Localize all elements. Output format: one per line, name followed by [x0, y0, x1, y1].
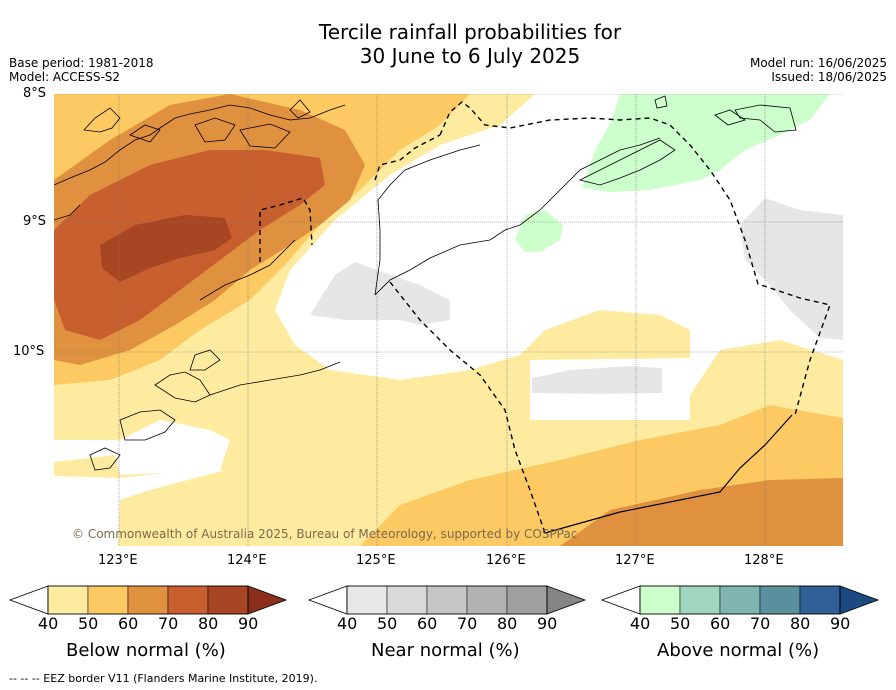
colorbar-below-min-arrow: [8, 585, 49, 615]
eez-border-solid: [544, 414, 793, 534]
model-name: Model: ACCESS-S2: [9, 70, 121, 84]
lon-label-124e: 124°E: [227, 553, 267, 568]
colorbar-above-segment-4: [799, 585, 841, 615]
base-period: Base period: 1981-2018: [9, 56, 154, 70]
colorbar-above-tick-70: 70: [750, 614, 771, 633]
above-normal-patch-1: [582, 94, 830, 192]
lon-label-123e: 123°E: [98, 553, 138, 568]
colorbar-above-tick-80: 80: [790, 614, 811, 633]
colorbar-near-tick-90: 90: [537, 614, 558, 633]
lon-label-126e: 126°E: [486, 553, 526, 568]
title-line-1: Tercile rainfall probabilities for: [318, 20, 622, 44]
near-normal-patch-1: [310, 262, 450, 325]
colorbar-above-segment-0: [639, 585, 681, 615]
meta-right: Model run: 16/06/2025 Issued: 18/06/2025: [750, 56, 887, 84]
colorbar-near-tick-40: 40: [337, 614, 358, 633]
colorbar-above-tick-60: 60: [710, 614, 731, 633]
colorbars: [8, 585, 880, 615]
colorbar-near-segment-3: [466, 585, 508, 615]
colorbar-below-tick-40: 40: [38, 614, 59, 633]
lat-label-10s: 10°S: [13, 344, 45, 359]
map-fill-layer: [54, 94, 843, 546]
colorbar-title-below: Below normal (%): [66, 640, 226, 661]
colorbar-below-max-arrow: [247, 585, 288, 615]
colorbar-above-segment-3: [759, 585, 801, 615]
colorbar-near-segment-1: [386, 585, 428, 615]
title-line-2: 30 June to 6 July 2025: [359, 44, 581, 68]
colorbar-above-segment-1: [679, 585, 721, 615]
lon-label-127e: 127°E: [615, 553, 655, 568]
colorbar-below-tick-70: 70: [158, 614, 179, 633]
coastlines: [54, 95, 797, 471]
colorbar-above-tick-50: 50: [670, 614, 691, 633]
colorbar-below-segment-2: [127, 585, 169, 615]
colorbar-title-near: Near normal (%): [371, 640, 520, 661]
colorbar-near-segment-0: [346, 585, 388, 615]
colorbar-below-tick-50: 50: [78, 614, 99, 633]
above-normal-patch-2: [515, 210, 563, 252]
colorbar-near-tick-50: 50: [377, 614, 398, 633]
colorbar-above-max-arrow: [839, 585, 880, 615]
colorbar-above-tick-90: 90: [830, 614, 851, 633]
colorbar-near-tick-80: 80: [497, 614, 518, 633]
colorbar-below-tick-80: 80: [198, 614, 219, 633]
near-normal-patch-2: [532, 366, 662, 394]
model-run: Model run: 16/06/2025: [749, 56, 887, 70]
meta-left: Base period: 1981-2018 Model: ACCESS-S2: [9, 56, 154, 84]
colorbar-near-tick-70: 70: [457, 614, 478, 633]
colorbar-near-max-arrow: [546, 585, 587, 615]
colorbar-title-above: Above normal (%): [657, 640, 820, 661]
gridlines: [54, 94, 843, 546]
copyright-notice: © Commonwealth of Australia 2025, Bureau…: [72, 527, 578, 541]
near-normal-patch-3: [740, 198, 843, 340]
colorbar-below-tick-90: 90: [238, 614, 259, 633]
issued-date: Issued: 18/06/2025: [771, 70, 887, 84]
colorbar-above-segment-2: [719, 585, 761, 615]
lon-label-125e: 125°E: [356, 553, 396, 568]
below-normal-80-region: [100, 215, 232, 282]
eez-legend-footer: -- -- -- EEZ border V11 (Flanders Marine…: [9, 672, 318, 685]
colorbar-below-tick-60: 60: [118, 614, 139, 633]
lat-label-8s: 8°S: [23, 86, 47, 101]
colorbar-above-tick-40: 40: [630, 614, 651, 633]
lat-label-9s: 9°S: [23, 214, 47, 229]
colorbar-below-segment-1: [87, 585, 129, 615]
colorbar-near-segment-2: [426, 585, 468, 615]
colorbar-below-segment-3: [167, 585, 209, 615]
colorbar-near-segment-4: [506, 585, 548, 615]
colorbar-above-min-arrow: [600, 585, 641, 615]
colorbar-near-min-arrow: [307, 585, 348, 615]
lon-label-128e: 128°E: [744, 553, 784, 568]
colorbar-near-tick-60: 60: [417, 614, 438, 633]
eez-border: [259, 101, 831, 534]
colorbar-below-segment-0: [47, 585, 89, 615]
colorbar-below-segment-4: [207, 585, 249, 615]
map-title: Tercile rainfall probabilities for 30 Ju…: [0, 20, 896, 68]
